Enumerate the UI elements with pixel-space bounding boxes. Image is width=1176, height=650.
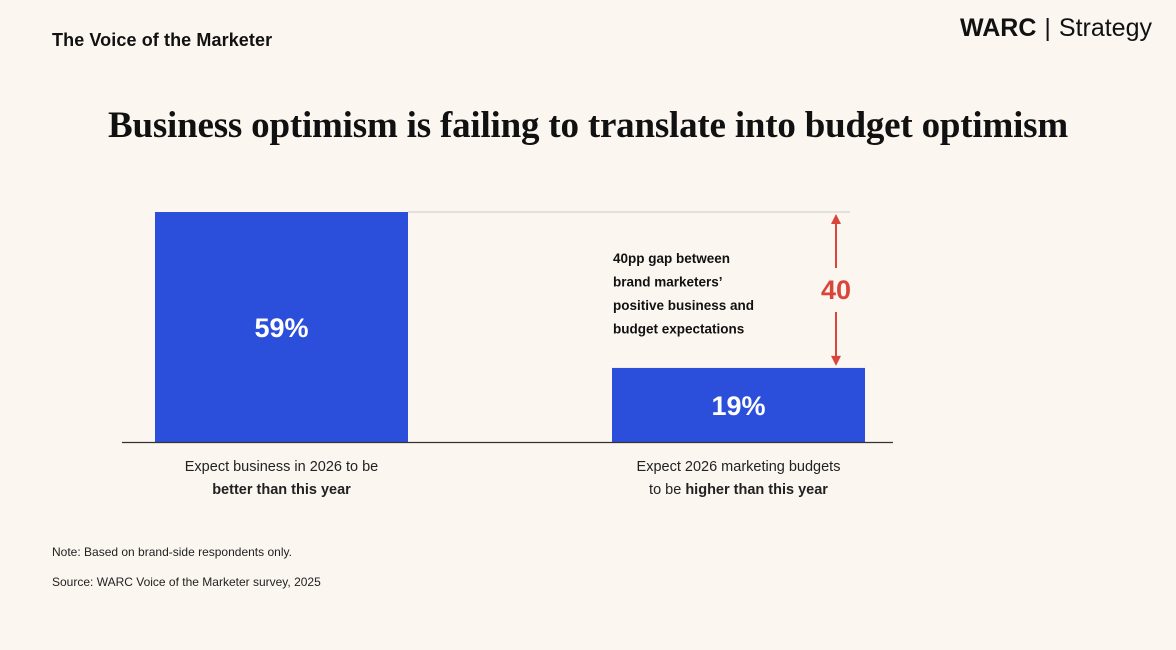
- report-series-label: The Voice of the Marketer: [52, 30, 273, 50]
- gap-arrow-down-head: [831, 355, 841, 366]
- chart-note: Note: Based on brand-side respondents on…: [52, 545, 292, 559]
- gap-annotation-line-3: positive business and: [613, 298, 754, 313]
- category-label-1-line-1: Expect business in 2026 to be: [185, 459, 378, 475]
- gap-arrow-up-head: [831, 214, 841, 224]
- bar-value-label-2: 19%: [711, 391, 765, 421]
- chart-title: Business optimism is failing to translat…: [108, 105, 1068, 146]
- brand-primary: WARC: [960, 14, 1037, 42]
- brand-secondary: Strategy: [1058, 14, 1152, 42]
- gap-annotation-line-2: brand marketers’: [613, 275, 723, 290]
- category-label-1-line-2: better than this year: [212, 482, 351, 498]
- brand-logo: WARC | Strategy: [960, 14, 1152, 43]
- bar-value-label-1: 59%: [254, 313, 308, 343]
- chart-source: Source: WARC Voice of the Marketer surve…: [52, 575, 321, 589]
- bar-1: [155, 212, 408, 442]
- gap-value-label: 40: [821, 275, 851, 305]
- category-label-2-line-2: to be higher than this year: [649, 482, 828, 498]
- gap-annotation-line-4: budget expectations: [613, 322, 744, 337]
- bar-2: [612, 367, 865, 442]
- category-label-2-line-1: Expect 2026 marketing budgets: [637, 459, 841, 475]
- gap-annotation-line-1: 40pp gap between: [613, 251, 730, 266]
- brand-separator: |: [1044, 14, 1051, 42]
